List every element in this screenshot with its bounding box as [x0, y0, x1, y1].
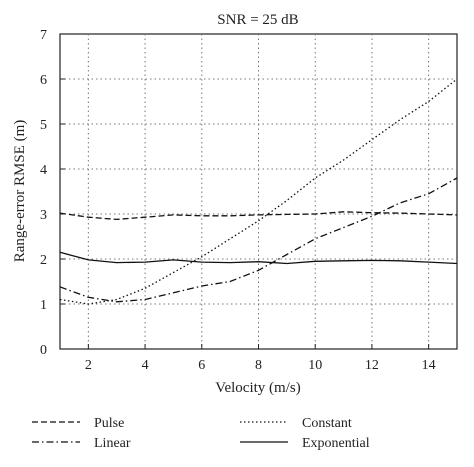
y-axis: 0 1 2 3 4 5 6 7	[40, 28, 65, 358]
x-tick-label: 4	[142, 358, 149, 373]
y-tick-label: 7	[40, 28, 47, 43]
x-tick-label: 6	[198, 358, 205, 373]
y-tick-label: 6	[40, 73, 47, 88]
y-tick-label: 2	[40, 253, 47, 268]
legend-label-pulse: Pulse	[94, 416, 124, 431]
legend-label-constant: Constant	[302, 416, 352, 431]
legend: Pulse Constant Linear Exponential	[32, 416, 370, 451]
legend-label-exponential: Exponential	[302, 436, 370, 451]
series-layer	[59, 78, 458, 305]
x-tick-label: 8	[255, 358, 262, 373]
y-tick-label: 0	[40, 343, 47, 358]
y-axis-label: Range-error RMSE (m)	[12, 120, 28, 262]
x-tick-label: 14	[422, 358, 436, 373]
series-line-linear	[59, 177, 458, 303]
x-tick-label: 2	[85, 358, 92, 373]
series-line-exponential	[59, 251, 458, 265]
grid	[60, 34, 457, 349]
x-axis: 2 4 6 8 10 12 14	[85, 344, 436, 373]
y-tick-label: 4	[40, 163, 47, 178]
x-axis-label: Velocity (m/s)	[215, 380, 300, 396]
y-tick-label: 5	[40, 118, 47, 133]
chart-title: SNR = 25 dB	[217, 12, 298, 28]
x-tick-label: 12	[365, 358, 379, 373]
series-line-pulse	[59, 211, 458, 221]
x-tick-label: 10	[308, 358, 322, 373]
plot-area	[59, 33, 458, 350]
legend-label-linear: Linear	[94, 436, 131, 451]
y-tick-label: 3	[40, 208, 47, 223]
y-tick-label: 1	[40, 298, 47, 313]
